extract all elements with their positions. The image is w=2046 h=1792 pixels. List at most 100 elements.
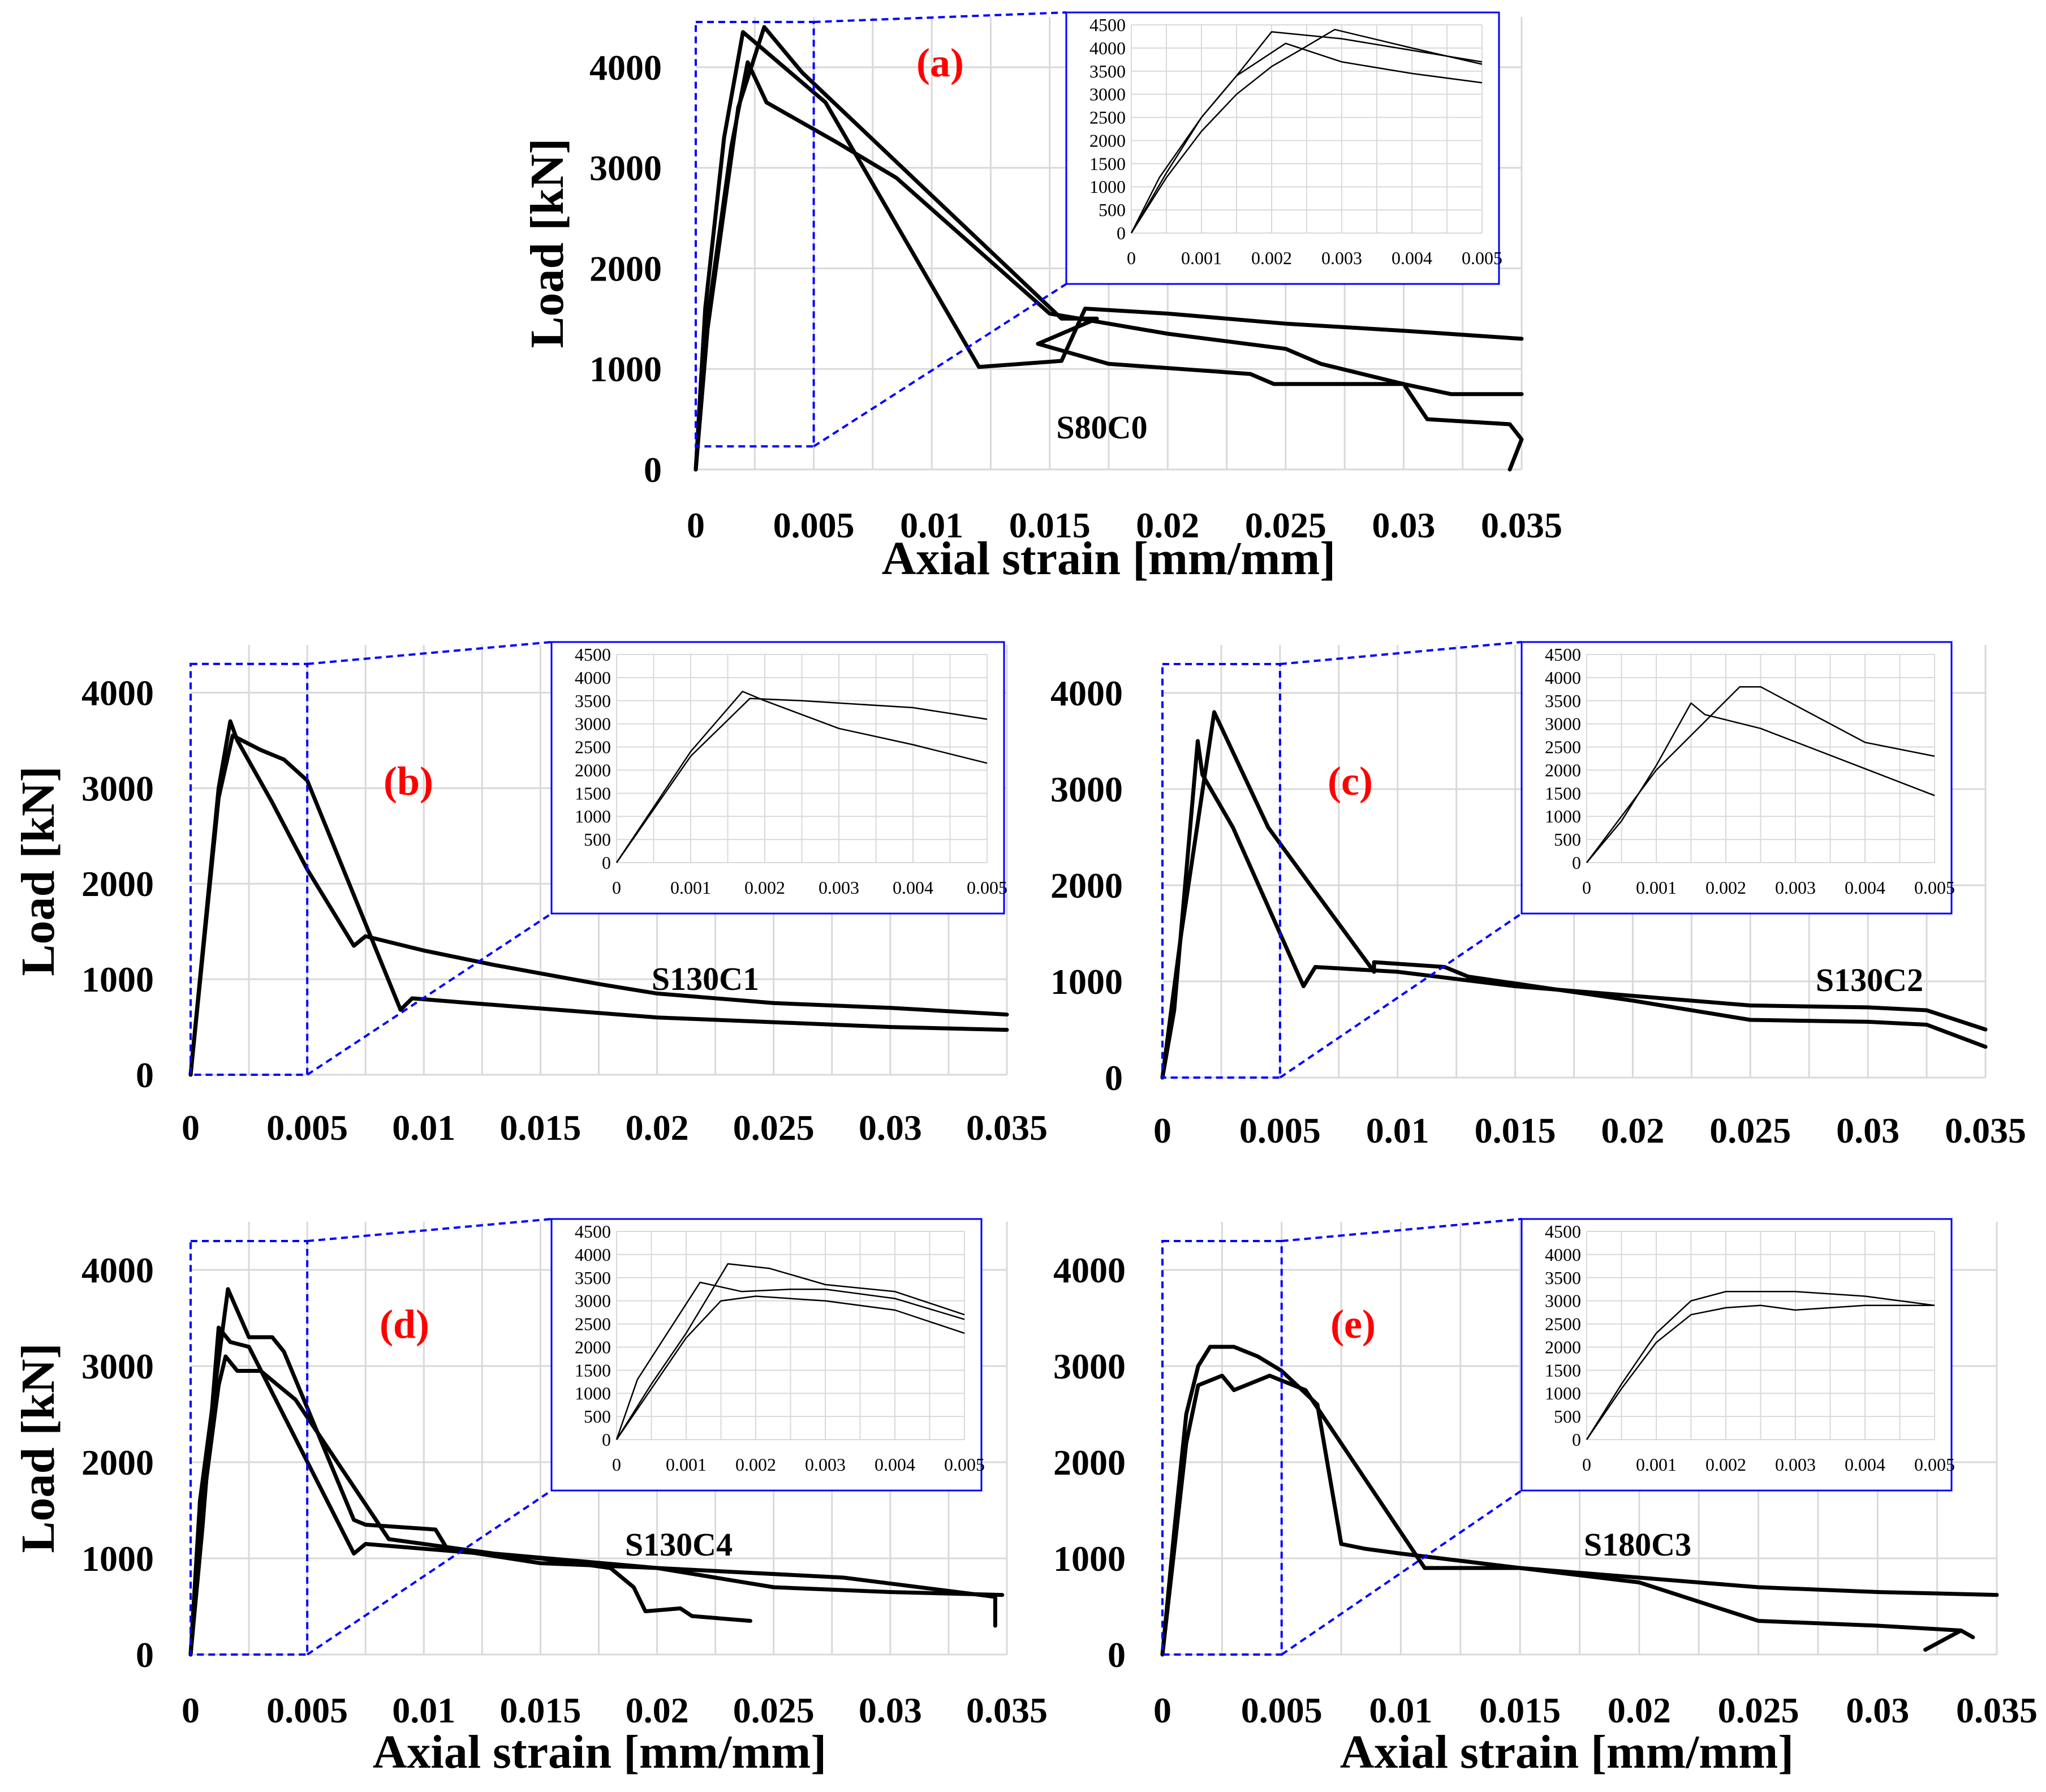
zoom-connector-top	[1280, 641, 1522, 665]
inset-x-tick-label: 0.001	[666, 1454, 707, 1475]
inset-series-line-1	[1130, 31, 1483, 234]
x-tick-label: 0.015	[1479, 1690, 1561, 1730]
zoom-region	[189, 662, 309, 1076]
x-tick-label: 0.02	[1136, 505, 1199, 545]
inset-y-tick-label: 1500	[1545, 1360, 1581, 1380]
x-tick-label: 0.035	[966, 1690, 1048, 1730]
inset-x-tick-label: 0.004	[893, 877, 933, 898]
y-tick-label: 0	[136, 1635, 154, 1675]
series-line-2	[188, 1287, 997, 1657]
inset-y-tick-label: 2500	[575, 737, 611, 757]
y-axis-title: Load [kN]	[12, 766, 64, 976]
inset-y-tick-label: 4500	[1089, 15, 1126, 35]
y-tick-label: 1000	[81, 1539, 154, 1579]
inset-y-tick-label: 1500	[1545, 783, 1581, 803]
inset-y-tick-label: 1000	[1089, 176, 1126, 197]
x-tick-label: 0.025	[1718, 1690, 1799, 1730]
x-tick-label: 0.015	[499, 1108, 581, 1148]
panel-label: (c)	[1328, 759, 1373, 804]
zoom-connector-bottom	[307, 1489, 553, 1656]
inset-y-tick-label: 2500	[1545, 1314, 1581, 1334]
inset-y-tick-label: 3500	[575, 691, 611, 711]
zoom-connector-bottom	[813, 283, 1067, 447]
inset-y-tick-label: 2000	[1089, 130, 1126, 150]
inset-x-tick-label: 0.002	[1705, 877, 1746, 898]
x-tick-label: 0.005	[266, 1690, 348, 1730]
x-tick-label: 0	[1153, 1690, 1171, 1730]
panel-2: 0 0.005 0.01 0.015 0.02 0.025 0.03 0.035 0 1000 20…	[1050, 641, 2026, 1151]
zoom-connector-bottom	[307, 912, 553, 1076]
inset-y-tick-label: 2500	[575, 1314, 611, 1334]
x-tick-label: 0	[687, 505, 705, 545]
panel-label: (e)	[1330, 1302, 1376, 1347]
inset-x-tick-label: 0.003	[819, 877, 859, 898]
inset-y-tick-label: 500	[1554, 1406, 1581, 1427]
inset-x-tick-label: 0.001	[1181, 248, 1222, 268]
inset-y-tick-label: 2000	[575, 1337, 611, 1357]
inset-series-line-2	[615, 697, 988, 863]
inset-x-tick-label: 0.001	[670, 877, 711, 898]
inset-y-tick-label: 500	[1554, 829, 1581, 850]
inset-x-tick-label: 0.005	[967, 877, 1007, 898]
x-tick-label: 0.03	[859, 1690, 922, 1730]
inset-x-tick-label: 0.002	[1705, 1454, 1746, 1475]
y-tick-label: 1000	[1053, 1539, 1126, 1579]
zoom-region	[189, 1240, 309, 1656]
inset-y-tick-label: 4000	[575, 1244, 611, 1265]
panel-0: 0 0.005 0.01 0.015 0.02 0.025 0.03 0.035 0 1000 20…	[521, 11, 1562, 585]
inset-x-tick-label: 0	[1582, 1454, 1591, 1475]
x-tick-label: 0.025	[1709, 1110, 1791, 1151]
y-tick-label: 0	[136, 1055, 154, 1095]
x-tick-label: 0.035	[966, 1108, 1048, 1148]
specimen-label: S130C4	[625, 1526, 733, 1563]
inset-y-tick-label: 1500	[575, 1360, 611, 1380]
series-group	[1160, 1345, 1999, 1657]
x-tick-label: 0.025	[733, 1690, 815, 1730]
inset-y-tick-label: 0	[1572, 1429, 1581, 1450]
x-tick-label: 0.01	[392, 1690, 455, 1730]
inset-y-tick-label: 0	[602, 852, 611, 873]
x-tick-label: 0.01	[900, 505, 963, 545]
specimen-label: S80C0	[1056, 409, 1147, 446]
x-tick-label: 0.005	[773, 505, 855, 545]
inset-x-tick-label: 0.001	[1636, 877, 1677, 898]
x-tick-label: 0.03	[859, 1108, 922, 1148]
inset-y-tick-label: 0	[1117, 223, 1126, 243]
y-axis-title: Load [kN]	[521, 138, 574, 348]
inset-y-tick-label: 2500	[1545, 737, 1581, 757]
inset-y-tick-label: 4000	[1545, 1244, 1581, 1265]
y-tick-label: 1000	[589, 349, 662, 389]
x-tick-label: 0	[1153, 1110, 1171, 1151]
inset-x-tick-label: 0.002	[735, 1454, 776, 1475]
zoom-region	[695, 20, 815, 448]
inset-y-tick-label: 0	[602, 1429, 611, 1450]
inset-x-tick-label: 0.005	[944, 1454, 985, 1475]
zoom-connector-bottom	[1279, 912, 1523, 1079]
x-axis-title: Axial strain [mm/mm]	[373, 1726, 827, 1778]
inset-x-tick-label: 0	[612, 877, 621, 898]
inset-x-tick-label: 0.002	[1251, 248, 1292, 268]
inset-y-tick-label: 4500	[575, 1221, 611, 1242]
x-tick-label: 0.025	[1245, 505, 1326, 545]
series-group	[188, 719, 1009, 1077]
inset-frame	[1065, 11, 1500, 285]
inset-x-tick-label: 0	[612, 1454, 621, 1475]
inset-y-tick-label: 500	[1099, 200, 1126, 220]
inset-x-tick-label: 0.002	[744, 877, 785, 898]
inset-y-tick-label: 3000	[575, 714, 611, 734]
inset-y-tick-label: 500	[584, 1406, 611, 1427]
inset-y-tick-label: 1000	[1545, 1383, 1581, 1403]
x-tick-label: 0.015	[499, 1690, 581, 1730]
inset-x-tick-label: 0.004	[875, 1454, 915, 1475]
panel-4: 0 0.005 0.01 0.015 0.02 0.025 0.03 0.035 0 1000 20…	[1053, 1218, 2038, 1778]
inset-frame	[550, 641, 1005, 915]
inset-x-tick-label: 0.005	[1462, 248, 1502, 268]
specimen-label: S180C3	[1584, 1526, 1691, 1563]
zoom-region	[1161, 1240, 1283, 1656]
panel-label: (b)	[384, 759, 433, 804]
inset-frame	[1520, 641, 1953, 915]
y-tick-label: 2000	[81, 864, 154, 904]
inset-x-tick-label: 0	[1582, 877, 1591, 898]
